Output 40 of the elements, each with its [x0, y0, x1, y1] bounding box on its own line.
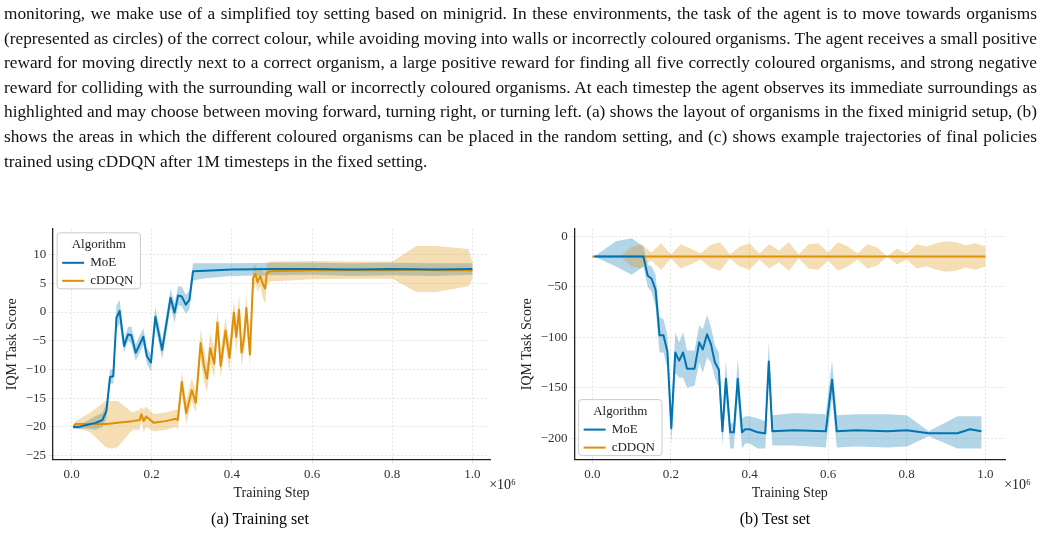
legend-label: MoE: [90, 254, 117, 270]
y-tick-label: −5: [32, 332, 47, 348]
y-axis-title: IQM Task Score: [4, 298, 20, 391]
y-tick-label: −15: [25, 389, 47, 405]
legend-label: cDDQN: [611, 439, 656, 455]
legend-title: Algorithm: [71, 236, 126, 252]
text: (a) Training set: [210, 510, 310, 528]
x-tick-label: 0.4: [741, 465, 759, 481]
y-tick-label: 10: [33, 246, 47, 262]
y-tick-label: −25: [25, 447, 47, 462]
x-axis-title: Training Step: [233, 485, 310, 501]
y-tick-label: −50: [547, 278, 568, 294]
y-axis-title: IQM Task Score: [519, 298, 535, 391]
x-tick-label: 0.8: [384, 465, 401, 481]
x-tick-label: 0.8: [898, 465, 915, 481]
x-tick-label: 0.0: [584, 465, 601, 481]
legend-title: Algorithm: [593, 403, 648, 419]
y-tick-label: −200: [540, 429, 568, 445]
y-tick-label: −100: [540, 328, 568, 344]
text: ×10⁶: [1004, 477, 1032, 493]
text: (b) Test set: [738, 510, 812, 528]
y-tick-label: −150: [540, 379, 568, 395]
x-tick-label: 0.6: [303, 465, 321, 481]
legend-label: cDDQN: [90, 272, 135, 288]
x-tick-label: 0.0: [63, 465, 80, 481]
x-tick-label: 0.2: [143, 465, 160, 481]
y-tick-label: −20: [25, 418, 47, 434]
x-axis-title: Training Step: [751, 485, 828, 501]
text: ×10⁶: [489, 477, 517, 493]
y-tick-label: 0: [561, 227, 568, 243]
x-tick-label: 1.0: [977, 465, 994, 481]
y-tick-label: −10: [25, 360, 47, 376]
x-tick-label: 0.4: [223, 465, 241, 481]
text: monitoring, we make use of a simplified toy setting based on minigrid. In these environments, the task of the agent is to move towards organisms (represented as circles) of the correct colour, while avoiding moving into walls or incorrectly coloured organisms. The agent receives a small positive reward for moving directly next to a correct organism, a large positive reward for finding all five correctly coloured organisms, and strong negative reward for colliding with the surrounding wall or incorrectly coloured organisms. At each timestep the agent observes its immediate surroundings as highlighted and may choose between moving forward, turning right, or turning left. (a) shows the layout of organisms in the fixed minigrid setup, (b) shows the areas in which the different coloured organisms can be placed in the random setting, and (c) shows example trajectories of final policies trained using cDDQN after 1M timesteps in the fixed setting.: [4, 3, 1037, 173]
y-tick-label: 0: [39, 303, 47, 319]
y-tick-label: 5: [39, 274, 47, 290]
x-tick-label: 0.2: [662, 465, 680, 481]
x-tick-label: 0.6: [820, 465, 837, 481]
x-tick-label: 1.0: [464, 465, 481, 481]
legend-label: MoE: [611, 421, 638, 437]
